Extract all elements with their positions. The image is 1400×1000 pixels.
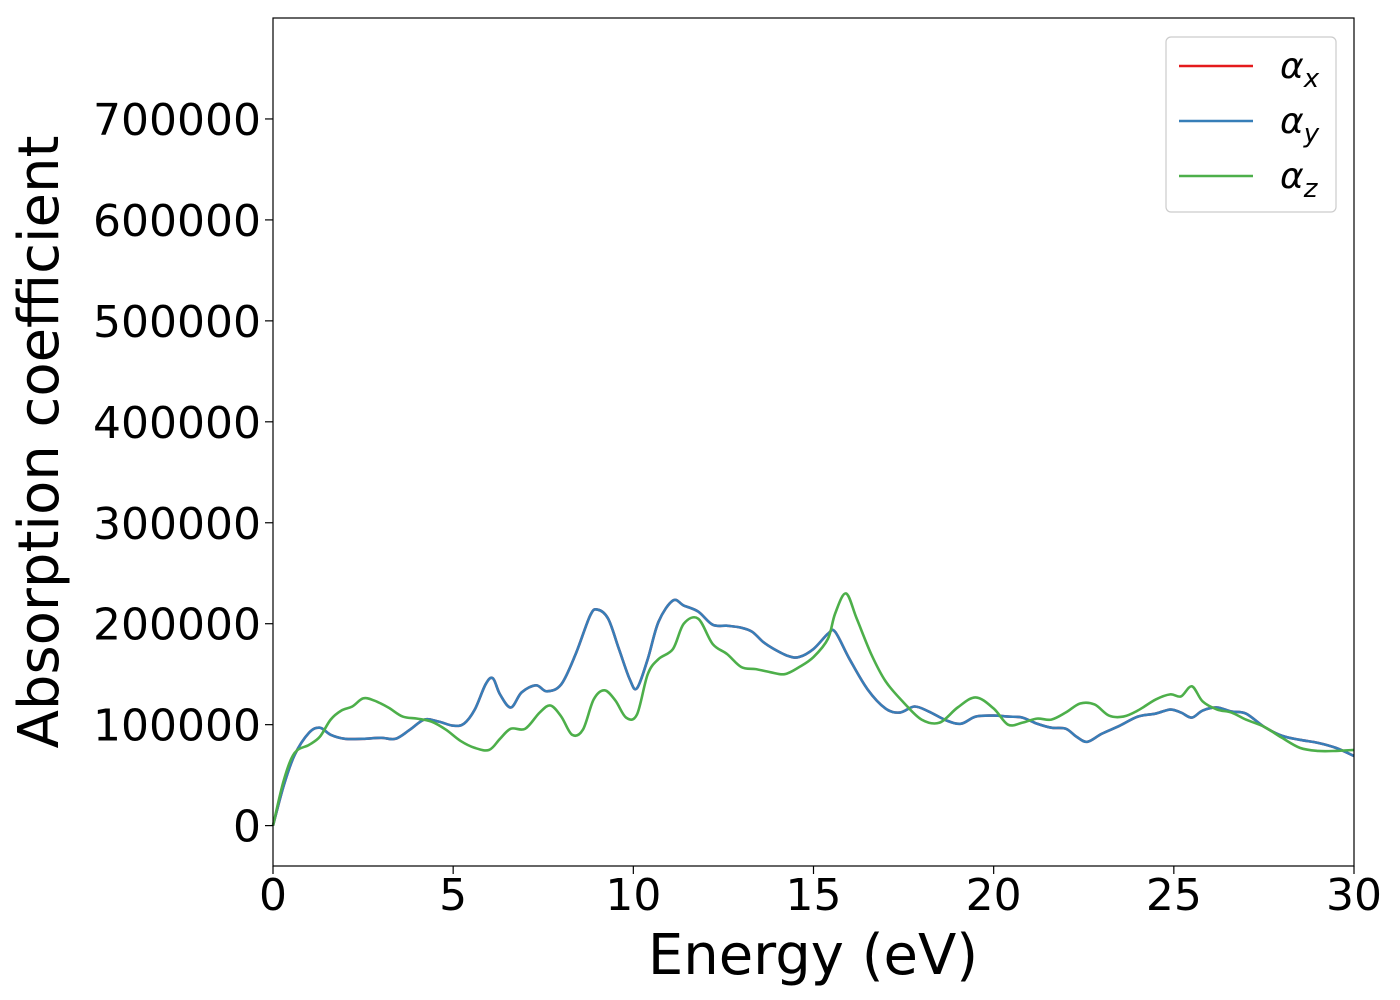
x-tick-label: 10 xyxy=(605,870,661,921)
x-tick-label: 30 xyxy=(1326,870,1382,921)
y-tick-label: 200000 xyxy=(93,600,261,651)
series-line-z xyxy=(271,592,1355,826)
y-tick-label: 500000 xyxy=(93,297,261,348)
legend-label-y: αy xyxy=(1280,101,1320,149)
legend-label-x: αx xyxy=(1280,46,1320,94)
y-tick-label: 100000 xyxy=(93,701,261,752)
x-axis-label: Energy (eV) xyxy=(648,923,978,988)
legend-label-z: αz xyxy=(1280,156,1319,204)
y-tick-label: 700000 xyxy=(93,95,261,146)
x-tick-label: 0 xyxy=(259,870,287,921)
series-layer xyxy=(271,592,1355,826)
legend: αx αy αz xyxy=(1165,36,1337,213)
x-tick-label: 20 xyxy=(966,870,1022,921)
x-tick-label: 5 xyxy=(439,870,467,921)
legend-box xyxy=(1165,36,1337,213)
y-tick-label: 600000 xyxy=(93,196,261,247)
y-axis: 0 100000 200000 300000 400000 500000 600000 700… xyxy=(93,95,273,853)
y-tick-label: 400000 xyxy=(93,398,261,449)
y-axis-label: Absorption coefficient xyxy=(7,136,72,749)
x-tick-label: 15 xyxy=(786,870,842,921)
x-tick-label: 25 xyxy=(1146,870,1202,921)
x-axis: 0 5 10 15 20 25 30 xyxy=(259,866,1382,921)
y-tick-label: 300000 xyxy=(93,499,261,550)
series-line-y xyxy=(271,598,1355,826)
y-tick-label: 0 xyxy=(233,802,261,853)
